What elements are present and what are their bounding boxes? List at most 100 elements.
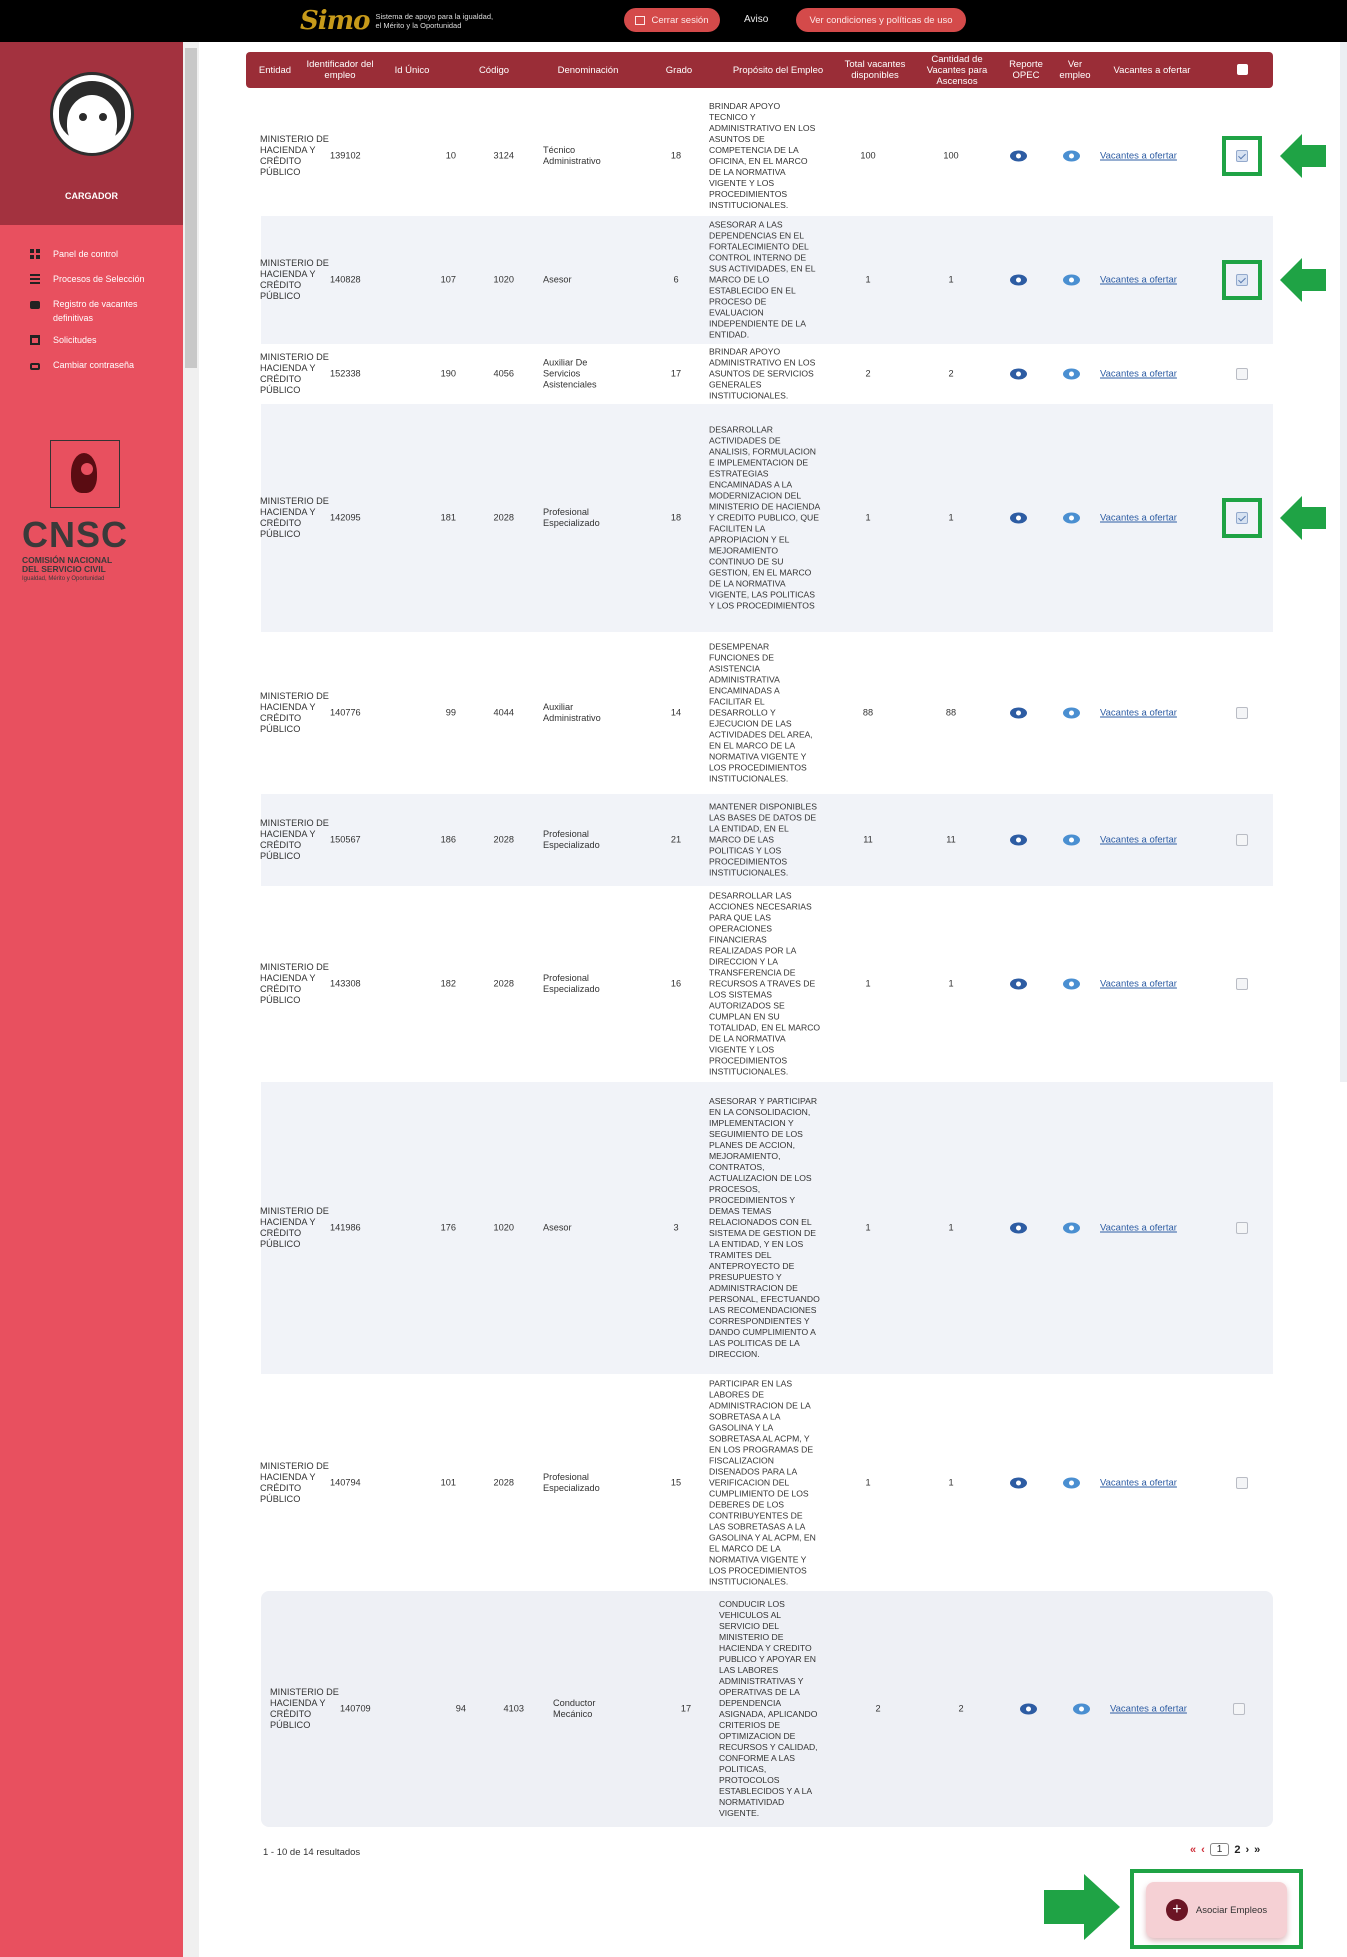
cell-total-vacantes: 1	[865, 512, 871, 523]
col-id-unico[interactable]: Id Único	[394, 64, 430, 76]
ver-empleo-eye-icon[interactable]	[1063, 368, 1080, 380]
reporte-opec-eye-icon[interactable]	[1010, 707, 1027, 719]
col-reporte-opec[interactable]: Reporte OPEC	[1009, 59, 1043, 81]
sidebar-item-registro[interactable]: Registro de vacantes definitivas	[30, 297, 140, 325]
logout-button[interactable]: Cerrar sesión	[624, 8, 720, 32]
sidebar-item-label: Cambiar contraseña	[53, 360, 135, 370]
col-grado[interactable]: Grado	[665, 64, 693, 76]
last-row-card	[261, 1591, 1273, 1827]
sidebar-item-label: Registro de vacantes definitivas	[53, 299, 138, 323]
cell-total-vacantes: 100	[860, 150, 876, 161]
vacantes-ofertar-link[interactable]: Vacantes a ofertar	[1100, 1477, 1177, 1488]
logout-icon	[635, 15, 646, 25]
ver-empleo-eye-icon[interactable]	[1063, 707, 1080, 719]
associate-jobs-button[interactable]: + Asociar Empleos	[1146, 1882, 1287, 1938]
page-2-button[interactable]: 2	[1234, 1843, 1241, 1856]
vacantes-ofertar-link[interactable]: Vacantes a ofertar	[1100, 512, 1177, 524]
ver-empleo-eye-icon[interactable]	[1063, 978, 1080, 990]
col-identificador[interactable]: Identificador del empleo	[306, 59, 374, 81]
calendar-icon	[30, 335, 40, 345]
associate-jobs-label: Asociar Empleos	[1195, 1904, 1268, 1916]
vacantes-ofertar-link[interactable]: Vacantes a ofertar	[1100, 707, 1177, 719]
vacantes-ofertar-link[interactable]: Vacantes a ofertar	[1100, 1222, 1177, 1234]
row-select-checkbox[interactable]	[1233, 1703, 1245, 1715]
cell-entidad: MINISTERIO DE HACIENDA Y CRÉDITO PÚBLICO	[270, 1687, 339, 1730]
sidebar-item-panel[interactable]: Panel de control	[30, 247, 180, 261]
col-ver-empleo[interactable]: Ver empleo	[1059, 59, 1091, 81]
cell-proposito: ASESORAR A LAS DEPENDENCIAS EN EL FORTAL…	[709, 219, 816, 340]
top-bar: Simo Sistema de apoyo para la igualdad, …	[0, 0, 1347, 42]
current-page[interactable]: 1	[1209, 1843, 1230, 1856]
reporte-opec-eye-icon[interactable]	[1010, 1477, 1027, 1488]
next-page-button[interactable]: ›	[1245, 1843, 1250, 1856]
ver-empleo-eye-icon[interactable]	[1063, 274, 1080, 286]
reporte-opec-eye-icon[interactable]	[1010, 150, 1027, 162]
cell-codigo: 4056	[493, 368, 514, 379]
vacantes-ofertar-link[interactable]: Vacantes a ofertar	[1110, 1703, 1187, 1715]
vacantes-ofertar-link[interactable]: Vacantes a ofertar	[1100, 274, 1177, 286]
notice-link[interactable]: Aviso	[744, 14, 769, 25]
reporte-opec-eye-icon[interactable]	[1020, 1703, 1037, 1715]
cell-grado: 17	[680, 1703, 692, 1714]
row-select-checkbox[interactable]	[1236, 834, 1248, 846]
row-select-checkbox[interactable]	[1236, 1476, 1248, 1489]
arrow-left-icon	[1280, 258, 1326, 302]
cnsc-title: CNSC	[22, 514, 129, 555]
cell-grado: 3	[673, 1222, 679, 1233]
reporte-opec-eye-icon[interactable]	[1010, 978, 1027, 990]
row-select-checkbox[interactable]	[1236, 274, 1248, 286]
col-denominacion[interactable]: Denominación	[557, 64, 619, 76]
row-select-checkbox[interactable]	[1236, 1222, 1248, 1234]
col-total-vacantes[interactable]: Total vacantes disponibles	[844, 59, 906, 81]
row-select-checkbox[interactable]	[1236, 368, 1248, 380]
cell-identificador: 142095	[330, 512, 361, 523]
sidebar-item-password[interactable]: Cambiar contraseña	[30, 358, 180, 372]
reporte-opec-eye-icon[interactable]	[1010, 512, 1027, 524]
select-all-checkbox[interactable]	[1237, 64, 1248, 75]
last-page-button[interactable]: »	[1254, 1843, 1261, 1856]
reporte-opec-eye-icon[interactable]	[1010, 834, 1027, 846]
col-proposito[interactable]: Propósito del Empleo	[732, 64, 824, 76]
cell-entidad: MINISTERIO DE HACIENDA Y CRÉDITO PÚBLICO	[260, 691, 329, 734]
ver-empleo-eye-icon[interactable]	[1063, 1477, 1080, 1488]
col-codigo[interactable]: Código	[478, 64, 510, 76]
checkbox-highlight	[1222, 498, 1262, 538]
vacantes-ofertar-link[interactable]: Vacantes a ofertar	[1100, 150, 1177, 162]
reporte-opec-eye-icon[interactable]	[1010, 274, 1027, 286]
ver-empleo-eye-icon[interactable]	[1063, 834, 1080, 846]
table-row: MINISTERIO DE HACIENDA Y CRÉDITO PÚBLICO…	[260, 886, 1273, 1082]
ver-empleo-eye-icon[interactable]	[1063, 512, 1080, 524]
table-row: MINISTERIO DE HACIENDA Y CRÉDITO PÚBLICO…	[260, 794, 1273, 886]
vacantes-ofertar-link[interactable]: Vacantes a ofertar	[1100, 834, 1177, 846]
first-page-button[interactable]: «	[1190, 1843, 1197, 1856]
col-vacantes-ascensos[interactable]: Cantidad de Vacantes para Ascensos	[926, 53, 988, 87]
cell-grado: 18	[670, 512, 682, 523]
lock-icon	[30, 363, 40, 370]
row-select-checkbox[interactable]	[1236, 512, 1248, 524]
row-select-checkbox[interactable]	[1236, 978, 1248, 990]
row-select-checkbox[interactable]	[1236, 150, 1248, 162]
reporte-opec-eye-icon[interactable]	[1010, 368, 1027, 380]
sidebar-scrollbar[interactable]	[183, 42, 199, 1957]
vacantes-ofertar-link[interactable]: Vacantes a ofertar	[1100, 368, 1177, 380]
conditions-button[interactable]: Ver condiciones y políticas de uso	[796, 8, 966, 32]
cell-denominacion: Asesor	[543, 274, 572, 285]
cell-id-unico: 186	[440, 834, 456, 845]
ver-empleo-eye-icon[interactable]	[1063, 150, 1080, 162]
sidebar-item-solicitudes[interactable]: Solicitudes	[30, 333, 180, 347]
scrollbar-thumb[interactable]	[185, 48, 197, 368]
vacantes-ofertar-link[interactable]: Vacantes a ofertar	[1100, 978, 1177, 990]
col-vacantes-ofertar[interactable]: Vacantes a ofertar	[1113, 64, 1191, 76]
col-entidad[interactable]: Entidad	[258, 64, 292, 76]
table-header: Entidad Identificador del empleo Id Únic…	[246, 52, 1273, 88]
sidebar-item-procesos[interactable]: Procesos de Selección	[30, 272, 180, 286]
cell-id-unico: 94	[455, 1703, 466, 1714]
table-row: MINISTERIO DE HACIENDA Y CRÉDITO PÚBLICO…	[260, 96, 1273, 216]
prev-page-button[interactable]: ‹	[1201, 1843, 1205, 1856]
reporte-opec-eye-icon[interactable]	[1010, 1222, 1027, 1234]
ver-empleo-eye-icon[interactable]	[1073, 1703, 1090, 1715]
cell-vacantes-ascensos: 1	[948, 512, 954, 523]
ver-empleo-eye-icon[interactable]	[1063, 1222, 1080, 1234]
row-select-checkbox[interactable]	[1236, 707, 1248, 719]
page-scrollbar[interactable]	[1340, 42, 1347, 1082]
